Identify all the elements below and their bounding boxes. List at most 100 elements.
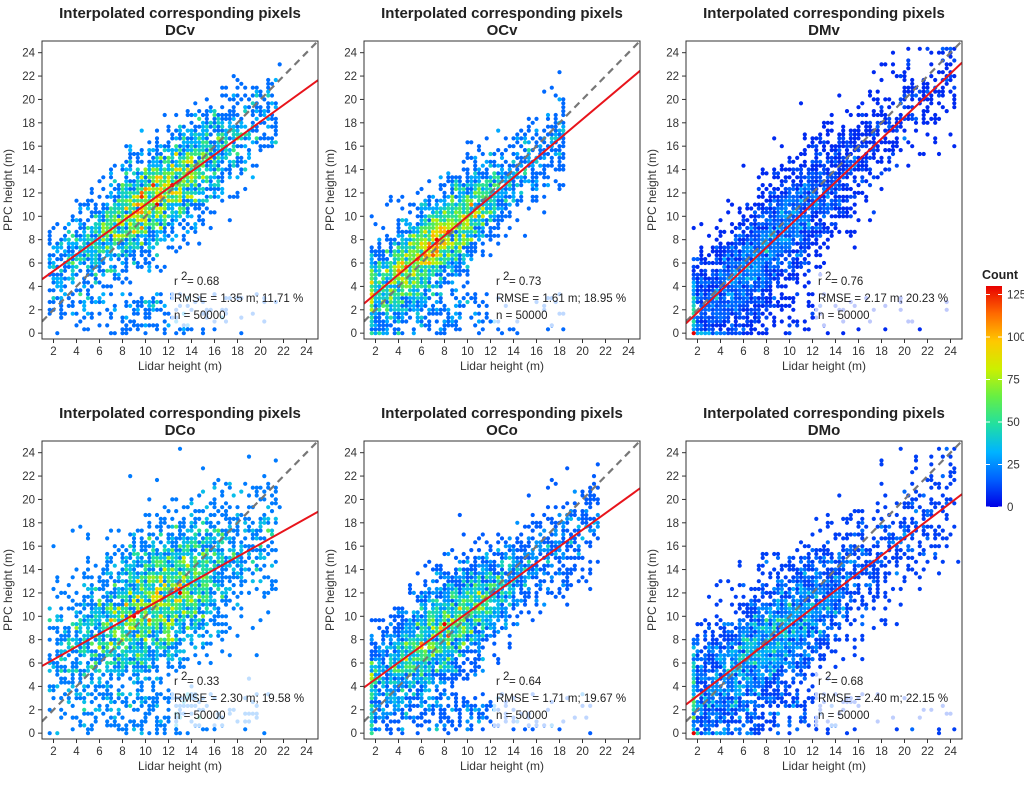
- density-bin: [101, 214, 105, 218]
- density-bin: [120, 253, 124, 257]
- density-bin: [508, 210, 512, 214]
- density-bin: [143, 560, 147, 564]
- density-bin: [419, 265, 423, 269]
- density-bin: [853, 140, 857, 144]
- density-bin: [780, 167, 784, 171]
- density-bin: [128, 245, 132, 249]
- density-bin: [879, 156, 883, 160]
- density-bin: [910, 113, 914, 117]
- density-bin: [220, 132, 224, 136]
- density-bin: [166, 614, 170, 618]
- density-bin: [59, 253, 63, 257]
- density-bin: [500, 175, 504, 179]
- density-bin: [738, 242, 742, 246]
- density-bin: [220, 599, 224, 603]
- density-bin: [879, 78, 883, 82]
- density-bin: [120, 653, 124, 657]
- density-bin: [469, 175, 473, 179]
- density-bin: [726, 199, 730, 203]
- density-bin: [442, 265, 446, 269]
- density-bin: [902, 74, 906, 78]
- density-bin: [385, 249, 389, 253]
- density-bin: [228, 117, 232, 121]
- density-bin: [738, 331, 742, 335]
- density-bin: [937, 117, 941, 121]
- density-bin: [113, 265, 117, 269]
- density-bin: [803, 214, 807, 218]
- density-bin: [768, 218, 772, 222]
- density-bin: [48, 265, 52, 269]
- density-bin: [952, 93, 956, 97]
- density-bin: [508, 144, 512, 148]
- density-bin: [220, 579, 224, 583]
- density-bin: [856, 125, 860, 129]
- density-bin: [90, 187, 94, 191]
- density-bin: [423, 214, 427, 218]
- density-bin: [147, 634, 151, 638]
- density-bin: [163, 304, 167, 308]
- density-bin: [741, 222, 745, 226]
- density-bin: [143, 719, 147, 723]
- density-bin: [373, 249, 377, 253]
- density-bin: [97, 253, 101, 257]
- density-bin: [90, 210, 94, 214]
- density-bin: [469, 199, 473, 203]
- density-bin: [182, 521, 186, 525]
- density-bin: [243, 727, 247, 731]
- density-bin: [147, 497, 151, 501]
- density-bin: [117, 677, 121, 681]
- density-bin: [465, 175, 469, 179]
- density-bin: [446, 222, 450, 226]
- density-bin: [738, 288, 742, 292]
- density-bin: [853, 210, 857, 214]
- density-bin: [795, 191, 799, 195]
- density-bin: [186, 156, 190, 160]
- density-bin: [159, 164, 163, 168]
- density-bin: [450, 257, 454, 261]
- density-bin: [140, 199, 144, 203]
- density-bin: [795, 292, 799, 296]
- density-bin: [753, 226, 757, 230]
- density-bin: [220, 179, 224, 183]
- density-bin: [462, 210, 466, 214]
- density-bin: [232, 606, 236, 610]
- density-bin: [270, 117, 274, 121]
- density-bin: [140, 665, 144, 669]
- density-bin: [247, 529, 251, 533]
- density-bin: [193, 203, 197, 207]
- density-bin: [255, 556, 259, 560]
- density-bin: [853, 175, 857, 179]
- density-bin: [155, 719, 159, 723]
- density-bin: [741, 308, 745, 312]
- density-bin: [542, 90, 546, 94]
- density-bin: [255, 536, 259, 540]
- density-bin: [201, 548, 205, 552]
- density-bin: [504, 136, 508, 140]
- density-bin: [178, 160, 182, 164]
- density-bin: [151, 214, 155, 218]
- density-bin: [113, 304, 117, 308]
- density-bin: [128, 599, 132, 603]
- density-bin: [178, 622, 182, 626]
- density-bin: [707, 253, 711, 257]
- density-bin: [120, 226, 124, 230]
- density-bin: [67, 245, 71, 249]
- density-bin: [707, 234, 711, 238]
- density-bin: [235, 560, 239, 564]
- density-bin: [86, 257, 90, 261]
- density-bin: [749, 277, 753, 281]
- density-bin: [477, 304, 481, 308]
- density-bin: [853, 156, 857, 160]
- density-bin: [408, 238, 412, 242]
- density-bin: [86, 614, 90, 618]
- density-bin: [247, 556, 251, 560]
- density-bin: [86, 532, 90, 536]
- density-bin: [140, 564, 144, 568]
- density-bin: [454, 187, 458, 191]
- density-bin: [523, 179, 527, 183]
- density-bin: [772, 253, 776, 257]
- regression-line: [364, 71, 640, 304]
- density-bin: [174, 175, 178, 179]
- density-bin: [745, 312, 749, 316]
- density-bin: [124, 649, 128, 653]
